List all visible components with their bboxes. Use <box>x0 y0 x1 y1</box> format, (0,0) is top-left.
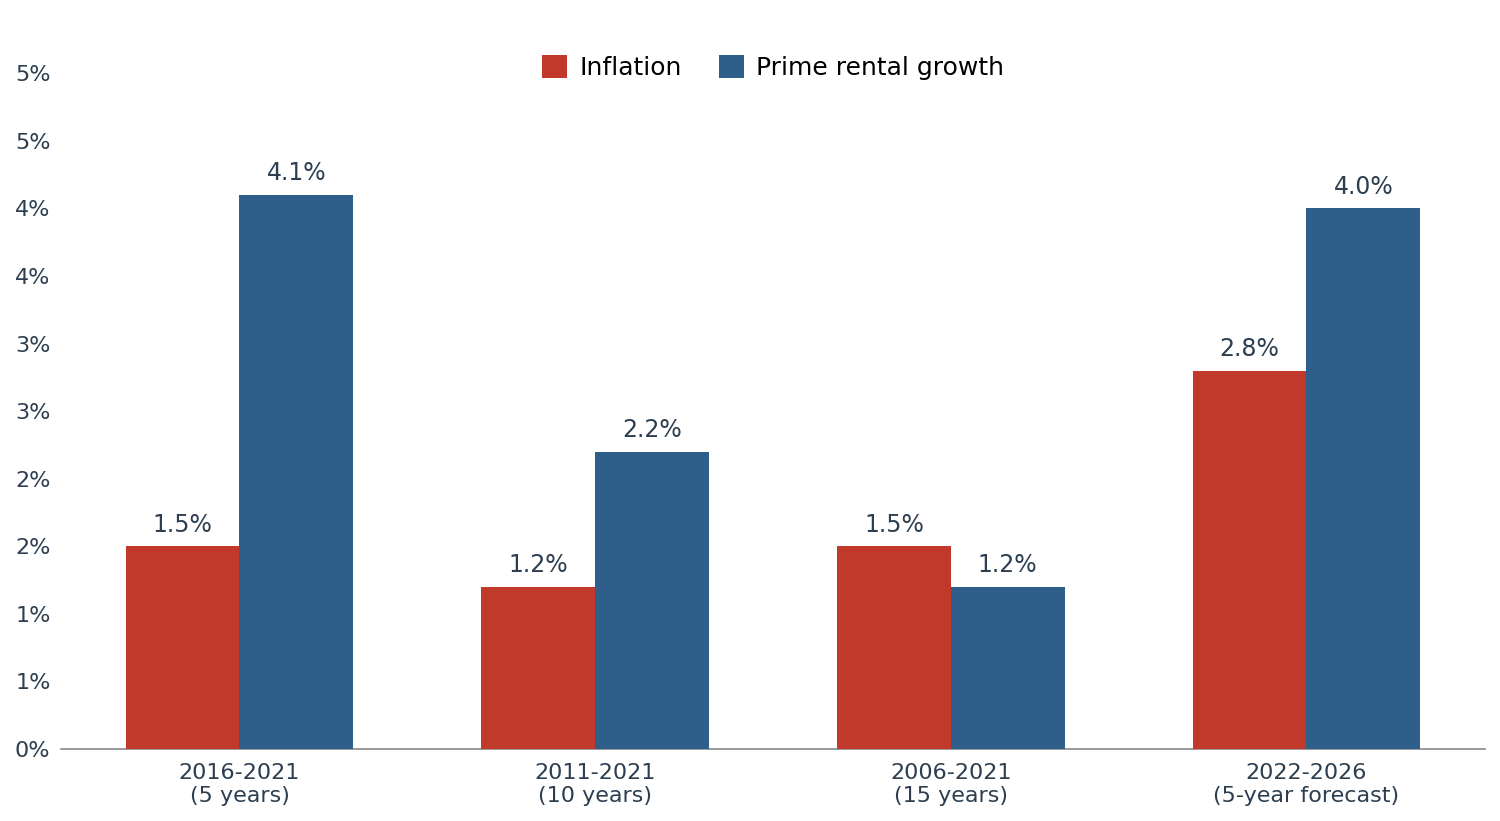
Text: 1.5%: 1.5% <box>153 513 213 537</box>
Text: 1.2%: 1.2% <box>509 553 568 577</box>
Bar <box>951 587 1065 749</box>
Bar <box>837 546 951 749</box>
Text: 4.0%: 4.0% <box>1334 175 1394 199</box>
Legend: Inflation, Prime rental growth: Inflation, Prime rental growth <box>531 45 1014 90</box>
Text: 1.2%: 1.2% <box>978 553 1038 577</box>
Text: 2.8%: 2.8% <box>1220 337 1280 361</box>
Text: 2.2%: 2.2% <box>622 418 682 443</box>
Bar <box>1306 209 1420 749</box>
Bar <box>126 546 240 749</box>
Bar <box>596 452 709 749</box>
Bar <box>1192 370 1306 749</box>
Text: 4.1%: 4.1% <box>267 162 326 186</box>
Bar <box>482 587 596 749</box>
Text: 1.5%: 1.5% <box>864 513 924 537</box>
Bar <box>240 195 354 749</box>
